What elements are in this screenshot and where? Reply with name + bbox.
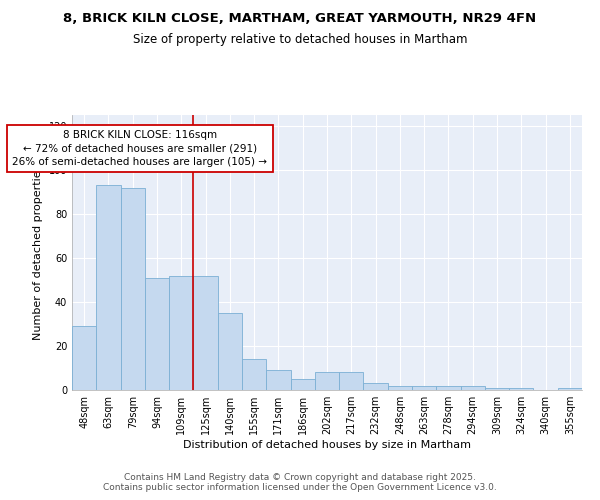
Bar [145, 278, 169, 390]
Bar [436, 386, 461, 390]
Bar [242, 359, 266, 390]
Text: 8 BRICK KILN CLOSE: 116sqm
← 72% of detached houses are smaller (291)
26% of sem: 8 BRICK KILN CLOSE: 116sqm ← 72% of deta… [13, 130, 268, 167]
Bar [509, 388, 533, 390]
Text: 8, BRICK KILN CLOSE, MARTHAM, GREAT YARMOUTH, NR29 4FN: 8, BRICK KILN CLOSE, MARTHAM, GREAT YARM… [64, 12, 536, 26]
Bar [339, 372, 364, 390]
Text: Size of property relative to detached houses in Martham: Size of property relative to detached ho… [133, 32, 467, 46]
Bar [412, 386, 436, 390]
Bar [96, 186, 121, 390]
Bar [558, 388, 582, 390]
Bar [266, 370, 290, 390]
Bar [121, 188, 145, 390]
X-axis label: Distribution of detached houses by size in Martham: Distribution of detached houses by size … [183, 440, 471, 450]
Text: Contains HM Land Registry data © Crown copyright and database right 2025.
Contai: Contains HM Land Registry data © Crown c… [103, 472, 497, 492]
Bar [169, 276, 193, 390]
Bar [290, 379, 315, 390]
Bar [218, 313, 242, 390]
Bar [72, 326, 96, 390]
Bar [461, 386, 485, 390]
Bar [485, 388, 509, 390]
Bar [388, 386, 412, 390]
Bar [315, 372, 339, 390]
Y-axis label: Number of detached properties: Number of detached properties [33, 165, 43, 340]
Bar [193, 276, 218, 390]
Bar [364, 384, 388, 390]
